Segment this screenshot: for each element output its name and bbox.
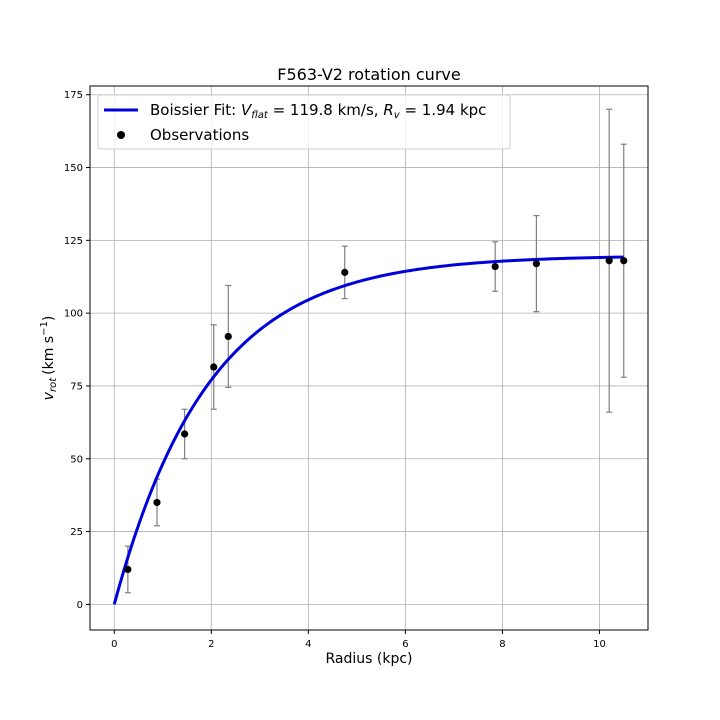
y-tick-label: 175 [64,90,83,101]
x-tick-label: 8 [499,639,505,650]
observation-point [210,363,218,371]
legend-fit-rv-subscript: v [394,110,401,121]
y-axis-label-close: ) [41,316,57,321]
legend: Boissier Fit: Vflat = 119.8 km/s, Rv = 1… [97,94,511,150]
x-tick-label: 10 [593,639,606,650]
observation-point [341,268,349,276]
y-tick-label: 100 [64,309,83,320]
observation-point [153,498,161,507]
plot-frame [89,85,649,631]
legend-box [97,94,511,150]
observation-point [605,257,613,265]
grid [90,86,648,630]
y-tick-label: 0 [77,600,83,611]
x-tick-label: 0 [111,639,117,650]
y-tick-label: 75 [70,381,83,392]
legend-fit-vflat-value: = 119.8 km/s, [268,101,384,119]
x-axis-ticks: 0 2 4 6 8 10 [111,630,606,650]
y-axis-ticks: 0 25 50 75 100 125 150 175 [64,90,90,611]
legend-fit-vflat-symbol: V [241,101,253,119]
x-tick-label: 4 [305,639,311,650]
y-axis-label-unit: (km s [41,336,57,375]
x-tick-label: 6 [402,639,408,650]
y-tick-label: 150 [64,163,83,174]
observation-point [491,262,499,271]
y-tick-label: 50 [70,454,83,465]
observation-point [224,332,232,341]
legend-fit-prefix: Boissier Fit: [150,101,241,119]
legend-fit-rv-symbol: R [383,101,393,119]
observation-point [620,257,628,265]
y-axis-label: vrot (km s−1) [39,316,59,401]
observation-point [181,430,189,438]
chart-title: F563-V2 rotation curve [277,65,460,84]
legend-fit-label: Boissier Fit: Vflat = 119.8 km/s, Rv = 1… [150,101,486,121]
y-axis-label-exponent: −1 [39,321,50,336]
y-axis-label-symbol: v [41,391,57,400]
y-tick-label: 125 [64,236,83,247]
x-tick-label: 2 [208,639,214,650]
fit-curve [112,255,624,605]
observation-points [124,257,628,574]
error-bars [124,108,627,594]
legend-observations-label: Observations [150,126,249,144]
y-axis-label-subscript: rot [48,377,59,392]
fit-line-group [112,255,624,605]
legend-fit-vflat-subscript: flat [251,110,269,121]
observation-point [124,565,132,574]
observation-point [532,260,541,268]
legend-fit-rv-value: = 1.94 kpc [400,101,487,119]
y-tick-label: 25 [70,527,83,538]
x-axis-label: Radius (kpc) [325,651,412,667]
legend-observations-marker [117,131,125,139]
